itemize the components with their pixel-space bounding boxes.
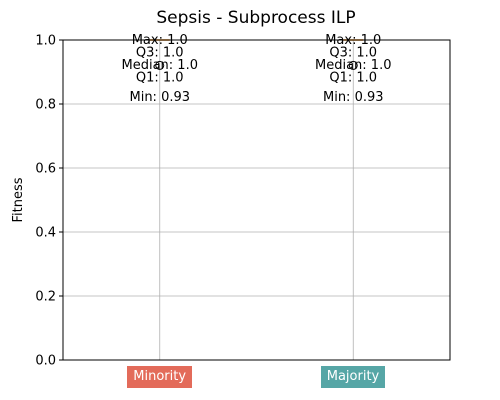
x-tick-label-majority: Majority [320,366,386,388]
chart-title: Sepsis - Subprocess ILP [156,8,355,28]
box-annotation: Q1: 1.0 [136,71,184,86]
outlier-point [348,60,358,70]
x-tick-label-minority: Minority [127,366,193,388]
box-annotation: Median: 1.0 [122,58,198,73]
y-tick-label: 0.4 [35,226,56,241]
box-annotation: Min: 0.93 [129,90,190,105]
box-annotation: Q1: 1.0 [329,71,377,86]
grid-lines [63,39,450,361]
box-annotation: Min: 0.93 [323,90,384,105]
y-tick-label: 0.0 [35,354,56,369]
y-tick-label: 1.0 [35,34,56,49]
box-annotation: Median: 1.0 [315,58,391,73]
y-tick-label: 0.8 [35,98,56,113]
box-annotation: Q3: 1.0 [136,46,184,61]
y-axis-label: Fitness [11,177,26,222]
y-axis: 0.0 0.2 0.4 0.6 0.8 1.0 [35,34,63,369]
box-annotation: Q3: 1.0 [329,46,377,61]
y-tick-label: 0.2 [35,290,56,305]
plot-frame [62,39,451,361]
outlier-point [155,60,165,70]
y-tick-label: 0.6 [35,162,56,177]
